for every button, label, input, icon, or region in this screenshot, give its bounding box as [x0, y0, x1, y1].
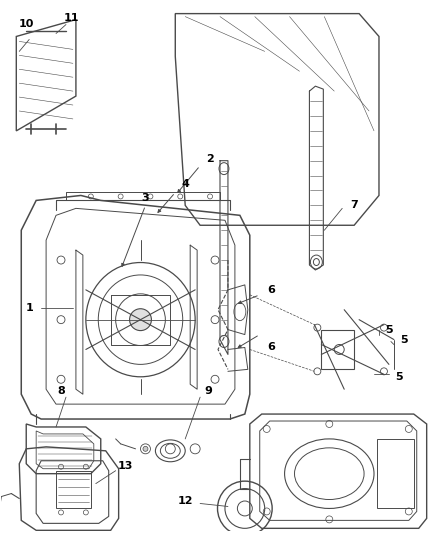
- Ellipse shape: [143, 446, 148, 451]
- Text: 5: 5: [395, 372, 403, 382]
- Text: 6: 6: [268, 285, 276, 295]
- Ellipse shape: [130, 309, 152, 330]
- Text: 6: 6: [268, 343, 276, 352]
- Text: 2: 2: [206, 154, 214, 164]
- Text: 5: 5: [400, 335, 408, 344]
- Text: 11: 11: [63, 13, 79, 22]
- Text: 4: 4: [181, 179, 189, 189]
- Text: 9: 9: [204, 386, 212, 396]
- Text: 13: 13: [118, 461, 133, 471]
- Text: 10: 10: [18, 19, 34, 29]
- Text: 1: 1: [25, 303, 33, 313]
- Text: 5: 5: [385, 325, 393, 335]
- Text: 8: 8: [57, 386, 65, 396]
- Text: 12: 12: [177, 496, 193, 505]
- Text: 3: 3: [141, 193, 149, 204]
- Text: 7: 7: [350, 200, 358, 211]
